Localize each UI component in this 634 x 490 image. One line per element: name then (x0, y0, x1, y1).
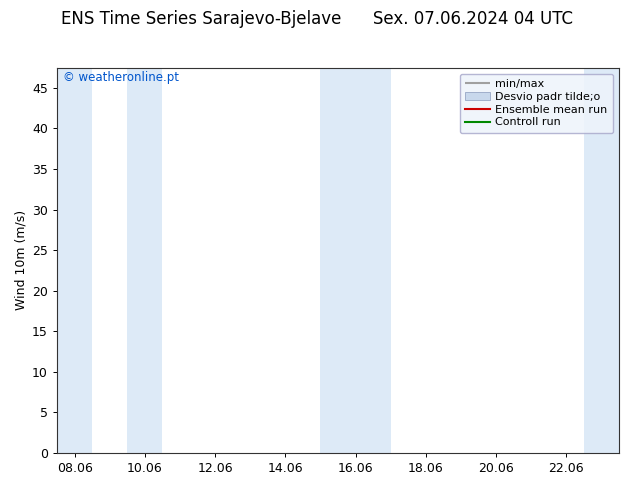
Bar (127, 68, 162, 453)
Text: © weatheronline.pt: © weatheronline.pt (63, 72, 179, 84)
Bar (584, 68, 619, 453)
Text: ENS Time Series Sarajevo-Bjelave      Sex. 07.06.2024 04 UTC: ENS Time Series Sarajevo-Bjelave Sex. 07… (61, 10, 573, 28)
Y-axis label: Wind 10m (m/s): Wind 10m (m/s) (15, 210, 28, 310)
Bar (57, 68, 92, 453)
Legend: min/max, Desvio padr tilde;o, Ensemble mean run, Controll run: min/max, Desvio padr tilde;o, Ensemble m… (460, 74, 613, 133)
Bar (320, 68, 391, 453)
